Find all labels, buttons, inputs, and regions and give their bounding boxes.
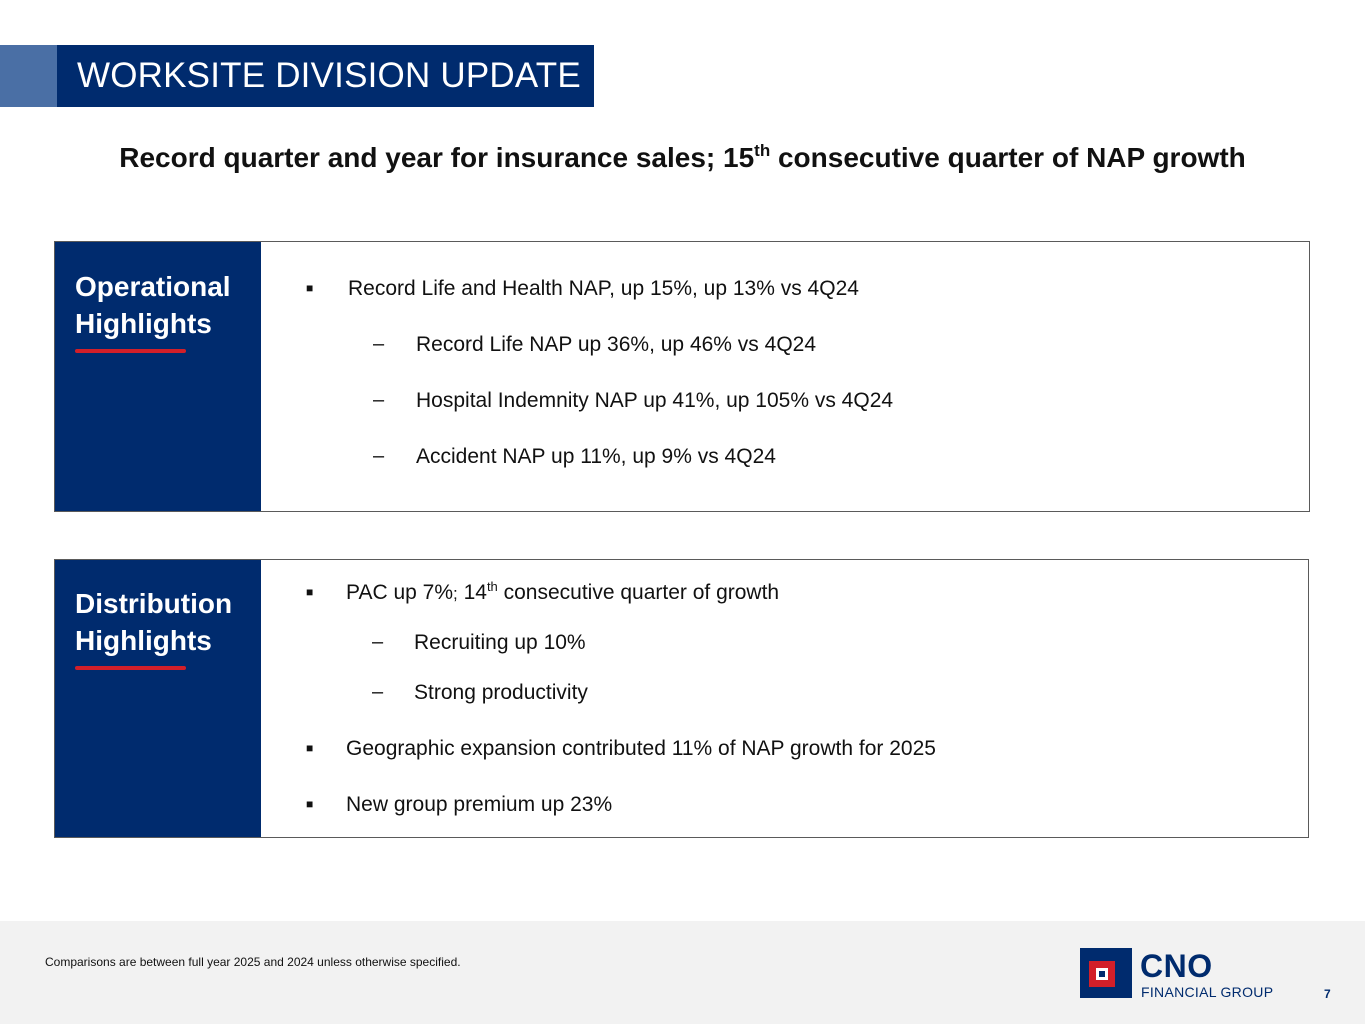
operational-subitem-3-text: Accident NAP up 11%, up 9% vs 4Q24	[416, 445, 776, 468]
square-bullet-icon: ■	[306, 585, 314, 599]
operational-heading-underline	[75, 349, 186, 353]
square-bullet-icon: ■	[306, 281, 314, 295]
operational-heading: Operational Highlights	[75, 271, 231, 339]
square-bullet-icon: ■	[306, 741, 314, 755]
dash-bullet-icon: –	[372, 631, 384, 653]
distribution-heading: Distribution Highlights	[75, 588, 233, 656]
subtitle-text-start: Record quarter and year for insurance sa…	[119, 142, 755, 173]
square-bullet-icon: ■	[306, 797, 314, 811]
dash-bullet-icon: –	[373, 389, 385, 411]
operational-subitem-1: – Record Life NAP up 36%, up 46% vs 4Q24	[373, 332, 816, 357]
title-accent-block	[0, 45, 57, 107]
operational-subitem-1-text: Record Life NAP up 36%, up 46% vs 4Q24	[416, 333, 817, 356]
distribution-bullet-2: ■ Geographic expansion contributed 11% o…	[306, 736, 936, 761]
logo-wordmark: CNO	[1140, 948, 1213, 984]
distribution-bullet-3-text: New group premium up 23%	[346, 793, 613, 816]
operational-subitem-2: – Hospital Indemnity NAP up 41%, up 105%…	[373, 388, 893, 413]
distribution-subitem-2: – Strong productivity	[372, 680, 588, 705]
subtitle-text-end: consecutive quarter of NAP growth	[770, 142, 1246, 173]
distribution-highlights-box: Distribution Highlights ■ PAC up 7%; 14t…	[54, 559, 1309, 838]
distribution-heading-underline	[75, 666, 186, 670]
operational-side-panel: Operational Highlights	[55, 242, 261, 511]
distribution-subitem-2-text: Strong productivity	[414, 681, 588, 704]
distribution-bullet-3: ■ New group premium up 23%	[306, 792, 612, 817]
semicolon: ;	[453, 584, 458, 603]
distribution-bullet-1-text: PAC up 7%; 14th consecutive quarter of g…	[306, 579, 780, 604]
operational-bullet-1: ■ Record Life and Health NAP, up 15%, up…	[306, 276, 859, 301]
dash-bullet-icon: –	[373, 445, 385, 467]
consecutive-growth-text: consecutive quarter of growth	[497, 581, 780, 604]
cno-logo-icon	[1080, 948, 1132, 998]
dash-bullet-icon: –	[372, 681, 384, 703]
pac-growth-text: PAC up 7%	[346, 581, 453, 604]
subtitle-ordinal: th	[754, 141, 771, 160]
operational-highlights-box: Operational Highlights ■ Record Life and…	[54, 241, 1310, 512]
operational-subitem-2-text: Hospital Indemnity NAP up 41%, up 105% v…	[416, 389, 894, 412]
slide-footer: Comparisons are between full year 2025 a…	[0, 921, 1365, 1024]
slide-subtitle: Record quarter and year for insurance sa…	[0, 142, 1365, 174]
logo-subtitle: FINANCIAL GROUP	[1141, 984, 1274, 1000]
ordinal-number: 14	[457, 581, 487, 604]
distribution-bullet-1: ■ PAC up 7%; 14th consecutive quarter of…	[306, 580, 779, 606]
distribution-bullet-2-text: Geographic expansion contributed 11% of …	[346, 737, 936, 760]
distribution-side-panel: Distribution Highlights	[55, 560, 261, 837]
ordinal-suffix: th	[486, 579, 498, 594]
footnote: Comparisons are between full year 2025 a…	[45, 955, 461, 969]
operational-subitem-3: – Accident NAP up 11%, up 9% vs 4Q24	[373, 444, 776, 469]
operational-bullet-1-text: Record Life and Health NAP, up 15%, up 1…	[348, 277, 859, 300]
dash-bullet-icon: –	[373, 333, 385, 355]
slide-title: WORKSITE DIVISION UPDATE	[57, 45, 594, 107]
distribution-subitem-1-text: Recruiting up 10%	[414, 631, 586, 654]
page-number: 7	[1324, 987, 1331, 1001]
distribution-subitem-1: – Recruiting up 10%	[372, 630, 586, 655]
